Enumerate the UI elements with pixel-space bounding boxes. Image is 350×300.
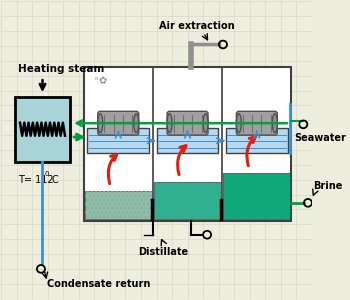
Ellipse shape [272, 114, 277, 133]
Bar [157, 128, 218, 153]
Bar [154, 182, 221, 219]
Ellipse shape [134, 114, 139, 133]
Bar [84, 67, 292, 221]
FancyBboxPatch shape [98, 111, 139, 135]
Text: C: C [52, 175, 59, 185]
Text: T= 112: T= 112 [19, 175, 54, 185]
Text: o: o [94, 76, 98, 81]
FancyBboxPatch shape [236, 111, 277, 135]
Bar [85, 191, 152, 219]
Bar [15, 97, 70, 162]
Ellipse shape [236, 114, 242, 133]
Ellipse shape [167, 114, 172, 133]
Ellipse shape [203, 114, 208, 133]
Text: ✿: ✿ [98, 76, 106, 87]
Text: Condensate return: Condensate return [47, 279, 150, 289]
Bar [85, 191, 152, 219]
Text: Distillate: Distillate [138, 247, 188, 256]
Text: Air extraction: Air extraction [159, 21, 235, 31]
FancyBboxPatch shape [167, 111, 208, 135]
Bar [88, 128, 149, 153]
Text: 0: 0 [45, 171, 49, 177]
Text: Heating steam: Heating steam [19, 64, 105, 74]
Bar [226, 128, 288, 153]
Text: Brine: Brine [313, 181, 343, 191]
Ellipse shape [98, 114, 103, 133]
Bar [223, 173, 290, 219]
Text: Seawater: Seawater [295, 133, 346, 143]
